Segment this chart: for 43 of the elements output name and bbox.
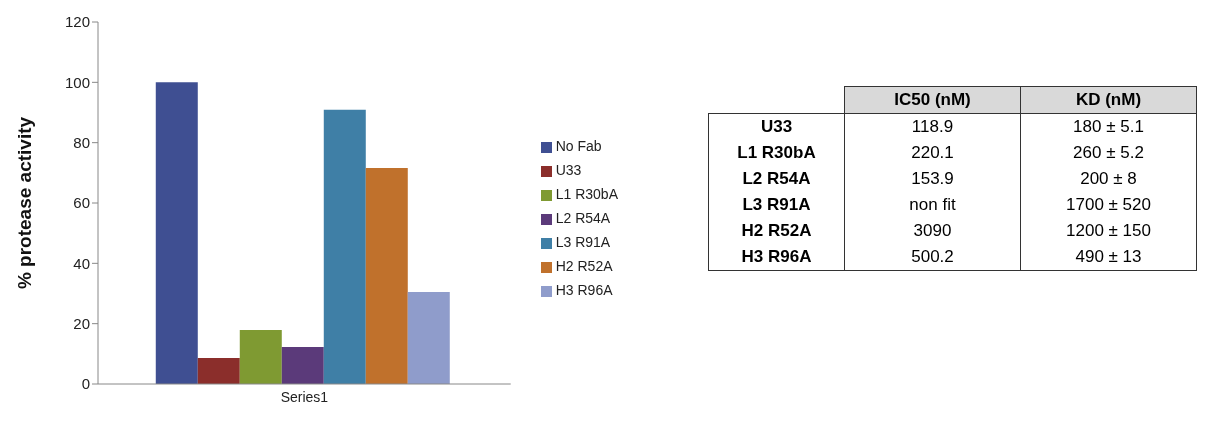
- y-tick-label: 120: [64, 13, 90, 31]
- legend-label: H2 R52A: [555, 258, 613, 274]
- y-axis-title: % protease activity: [13, 116, 35, 290]
- text: U33: [708, 113, 845, 140]
- text: 1200 ± 150: [1020, 218, 1197, 244]
- bar: [239, 330, 282, 384]
- text: IC50 (nM): [844, 86, 1021, 114]
- legend-label: U33: [555, 162, 582, 178]
- x-tick-label: Series1: [280, 388, 329, 405]
- text: 3090: [844, 218, 1021, 244]
- y-tick-label: 80: [73, 133, 90, 151]
- text: H3 R96A: [708, 244, 845, 271]
- text: L3 R91A: [708, 192, 845, 218]
- legend-label: L2 R54A: [555, 210, 611, 226]
- bar: [281, 346, 324, 384]
- text: 260 ± 5.2: [1020, 140, 1197, 166]
- legend-label: L1 R30bA: [555, 186, 618, 202]
- bar: [365, 168, 408, 384]
- bar: [155, 82, 198, 384]
- bar: [407, 291, 450, 384]
- y-tick-label: 0: [81, 375, 90, 393]
- bar: [323, 109, 366, 384]
- y-tick-label: 60: [73, 194, 90, 212]
- text: H2 R52A: [708, 218, 845, 244]
- text: 180 ± 5.1: [1020, 113, 1197, 140]
- text: 153.9: [844, 166, 1021, 192]
- text: 1700 ± 520: [1020, 192, 1197, 218]
- y-tick-label: 40: [73, 254, 90, 272]
- text: 220.1: [844, 140, 1021, 166]
- legend-label: No Fab: [555, 138, 602, 154]
- legend-label: L3 R91A: [555, 234, 611, 250]
- text: 118.9: [844, 113, 1021, 140]
- text: 490 ± 13: [1020, 244, 1197, 271]
- text: non fit: [844, 192, 1021, 218]
- text: L2 R54A: [708, 166, 845, 192]
- text: L1 R30bA: [708, 140, 845, 166]
- y-tick-label: 20: [73, 314, 90, 332]
- y-tick-label: 100: [64, 73, 90, 91]
- text: KD (nM): [1020, 86, 1197, 114]
- bar: [197, 358, 240, 384]
- text: 500.2: [844, 244, 1021, 271]
- legend-label: H3 R96A: [555, 282, 613, 298]
- text: 200 ± 8: [1020, 166, 1197, 192]
